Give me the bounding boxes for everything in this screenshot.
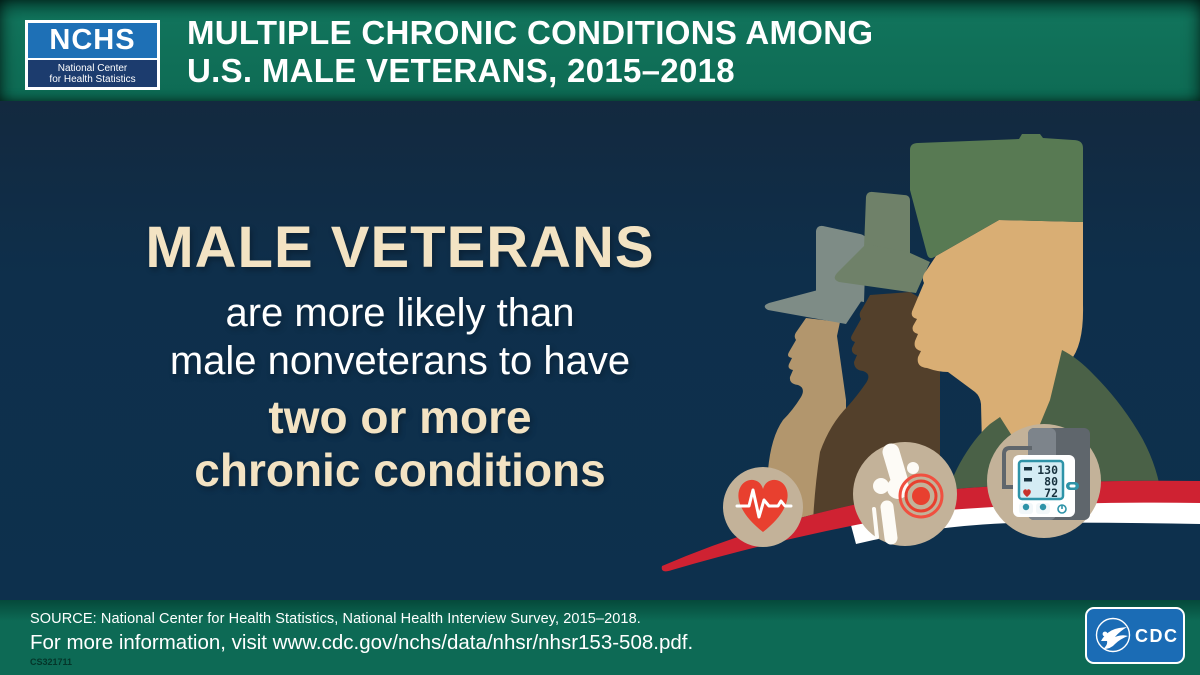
heart-ekg-icon	[723, 467, 803, 547]
header-banner: NCHS National Center for Health Statisti…	[0, 0, 1200, 101]
hhs-eagle-icon	[1095, 617, 1131, 653]
bp-pulse-value: 72	[1044, 486, 1058, 500]
statement-emphasis1: two or more	[268, 391, 532, 443]
cdc-logo-text: CDC	[1135, 626, 1179, 646]
blood-pressure-monitor-icon: 130 80 72	[987, 424, 1101, 538]
bp-diastolic-value: 80	[1044, 475, 1058, 489]
statement-line2: male nonveterans to have	[169, 339, 631, 383]
bp-heart-symbol	[1023, 489, 1031, 497]
main-body: 130 80 72 MALE VETERANS are more likely …	[0, 101, 1200, 600]
title-line2: U.S. MALE VETERANS, 2015–2018	[187, 52, 735, 89]
hhs-eagle-icon-body	[1101, 627, 1128, 649]
cdc-logo-graphic: CDC	[1095, 617, 1179, 653]
statement-headline: MALE VETERANS	[145, 215, 655, 280]
knee-joint-pain-icon	[853, 442, 957, 546]
nchs-logo[interactable]: NCHS National Center for Health Statisti…	[25, 20, 160, 90]
bp-systolic-value: 130	[1037, 463, 1058, 477]
footer-bar: SOURCE: National Center for Health Stati…	[0, 600, 1200, 675]
statement-emphasis2: chronic conditions	[194, 444, 606, 496]
nchs-logo-name-line2: for Health Statistics	[49, 73, 136, 85]
statement-block: MALE VETERANS are more likely than male …	[60, 217, 740, 497]
veterans-illustration: 130 80 72	[661, 134, 1200, 600]
statement-line1: are more likely than	[225, 291, 575, 335]
nchs-logo-acronym: NCHS	[28, 23, 157, 60]
source-text: SOURCE: National Center for Health Stati…	[30, 611, 641, 627]
nchs-logo-name: National Center for Health Statistics	[28, 60, 157, 87]
infographic-title: MULTIPLE CHRONIC CONDITIONS AMONG U.S. M…	[187, 14, 873, 90]
title-line1: MULTIPLE CHRONIC CONDITIONS AMONG	[187, 14, 874, 51]
document-id: CS321711	[30, 657, 73, 667]
cdc-logo[interactable]: CDC	[1085, 607, 1185, 664]
nchs-logo-name-line1: National Center	[57, 62, 128, 74]
more-info-link[interactable]: For more information, visit www.cdc.gov/…	[30, 631, 694, 654]
